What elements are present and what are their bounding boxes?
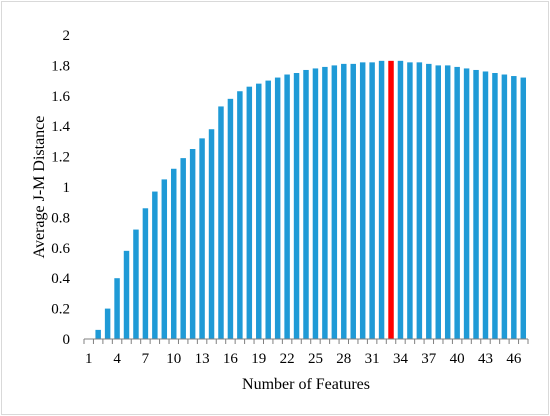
bar xyxy=(378,60,385,340)
bar xyxy=(359,62,366,340)
bar xyxy=(520,77,527,339)
bar xyxy=(444,65,451,340)
bar xyxy=(227,98,234,339)
y-tick-label: 0.4 xyxy=(51,271,70,287)
bar xyxy=(256,83,262,339)
bar xyxy=(180,158,186,339)
bar xyxy=(284,74,290,340)
bar xyxy=(322,66,328,340)
bar-highlight xyxy=(388,60,394,340)
bar xyxy=(274,77,281,339)
x-tick-label: 4 xyxy=(113,351,121,367)
bar xyxy=(331,65,338,340)
bar xyxy=(416,62,423,340)
bars xyxy=(95,60,527,340)
y-tick-label: 0.6 xyxy=(51,241,70,257)
y-tick-label: 1.6 xyxy=(51,89,70,105)
x-tick-label: 31 xyxy=(365,351,380,367)
y-tick-label: 1.2 xyxy=(51,150,70,166)
x-tick-label: 28 xyxy=(336,351,351,367)
y-tick-label: 0.2 xyxy=(51,302,70,318)
bar xyxy=(473,69,479,340)
bar xyxy=(369,62,375,340)
x-tick-label: 1 xyxy=(85,351,93,367)
bar xyxy=(123,250,130,339)
bar xyxy=(435,65,441,340)
x-tick-label: 13 xyxy=(195,351,210,367)
x-tick-label: 16 xyxy=(223,351,239,367)
y-tick-label: 1 xyxy=(63,180,71,196)
bar xyxy=(152,191,158,339)
bar xyxy=(341,63,347,339)
bar xyxy=(95,329,101,339)
x-tick-label: 43 xyxy=(478,351,493,367)
bar xyxy=(142,208,149,339)
y-tick-label: 0.8 xyxy=(51,210,70,226)
bar xyxy=(463,68,470,339)
bar xyxy=(492,73,498,339)
bar xyxy=(303,69,309,340)
y-axis-tick-labels: 0 0.2 0.4 0.6 0.8 1 1.2 1.4 1.6 1.8 2 xyxy=(51,28,70,348)
bar xyxy=(501,74,508,340)
x-axis-title: Number of Features xyxy=(242,376,370,393)
x-axis-tick-marks xyxy=(83,339,529,344)
bar xyxy=(237,91,243,340)
bar xyxy=(208,129,215,339)
bar xyxy=(454,66,460,340)
bar xyxy=(161,179,168,339)
x-tick-label: 7 xyxy=(142,351,150,367)
x-tick-label: 25 xyxy=(308,351,323,367)
bar xyxy=(350,63,356,339)
bar xyxy=(114,278,120,339)
x-tick-label: 34 xyxy=(393,351,409,367)
bar xyxy=(189,149,196,339)
bar xyxy=(218,106,224,339)
bar xyxy=(246,86,253,340)
bar xyxy=(104,308,111,339)
bar xyxy=(133,229,139,339)
bar xyxy=(511,76,517,339)
bar xyxy=(426,63,432,339)
x-tick-label: 19 xyxy=(251,351,266,367)
x-tick-label: 22 xyxy=(280,351,295,367)
bar xyxy=(171,168,177,339)
bar xyxy=(265,80,271,339)
bar xyxy=(407,62,413,340)
x-tick-label: 46 xyxy=(506,351,522,367)
x-axis-tick-labels: 1 4 7 10 13 16 19 22 25 28 31 34 37 40 43 46 xyxy=(85,351,522,367)
bar xyxy=(397,60,404,340)
y-axis-title: Average J-M Distance xyxy=(31,116,48,259)
x-tick-label: 37 xyxy=(421,351,437,367)
bar xyxy=(199,138,205,339)
x-tick-label: 10 xyxy=(166,351,181,367)
y-tick-label: 0 xyxy=(63,332,71,348)
bar xyxy=(312,68,319,339)
y-tick-label: 1.4 xyxy=(51,119,70,135)
bar xyxy=(482,71,489,339)
bar xyxy=(293,73,300,339)
y-tick-label: 1.8 xyxy=(51,58,70,74)
y-tick-label: 2 xyxy=(63,28,71,44)
x-tick-label: 40 xyxy=(450,351,465,367)
